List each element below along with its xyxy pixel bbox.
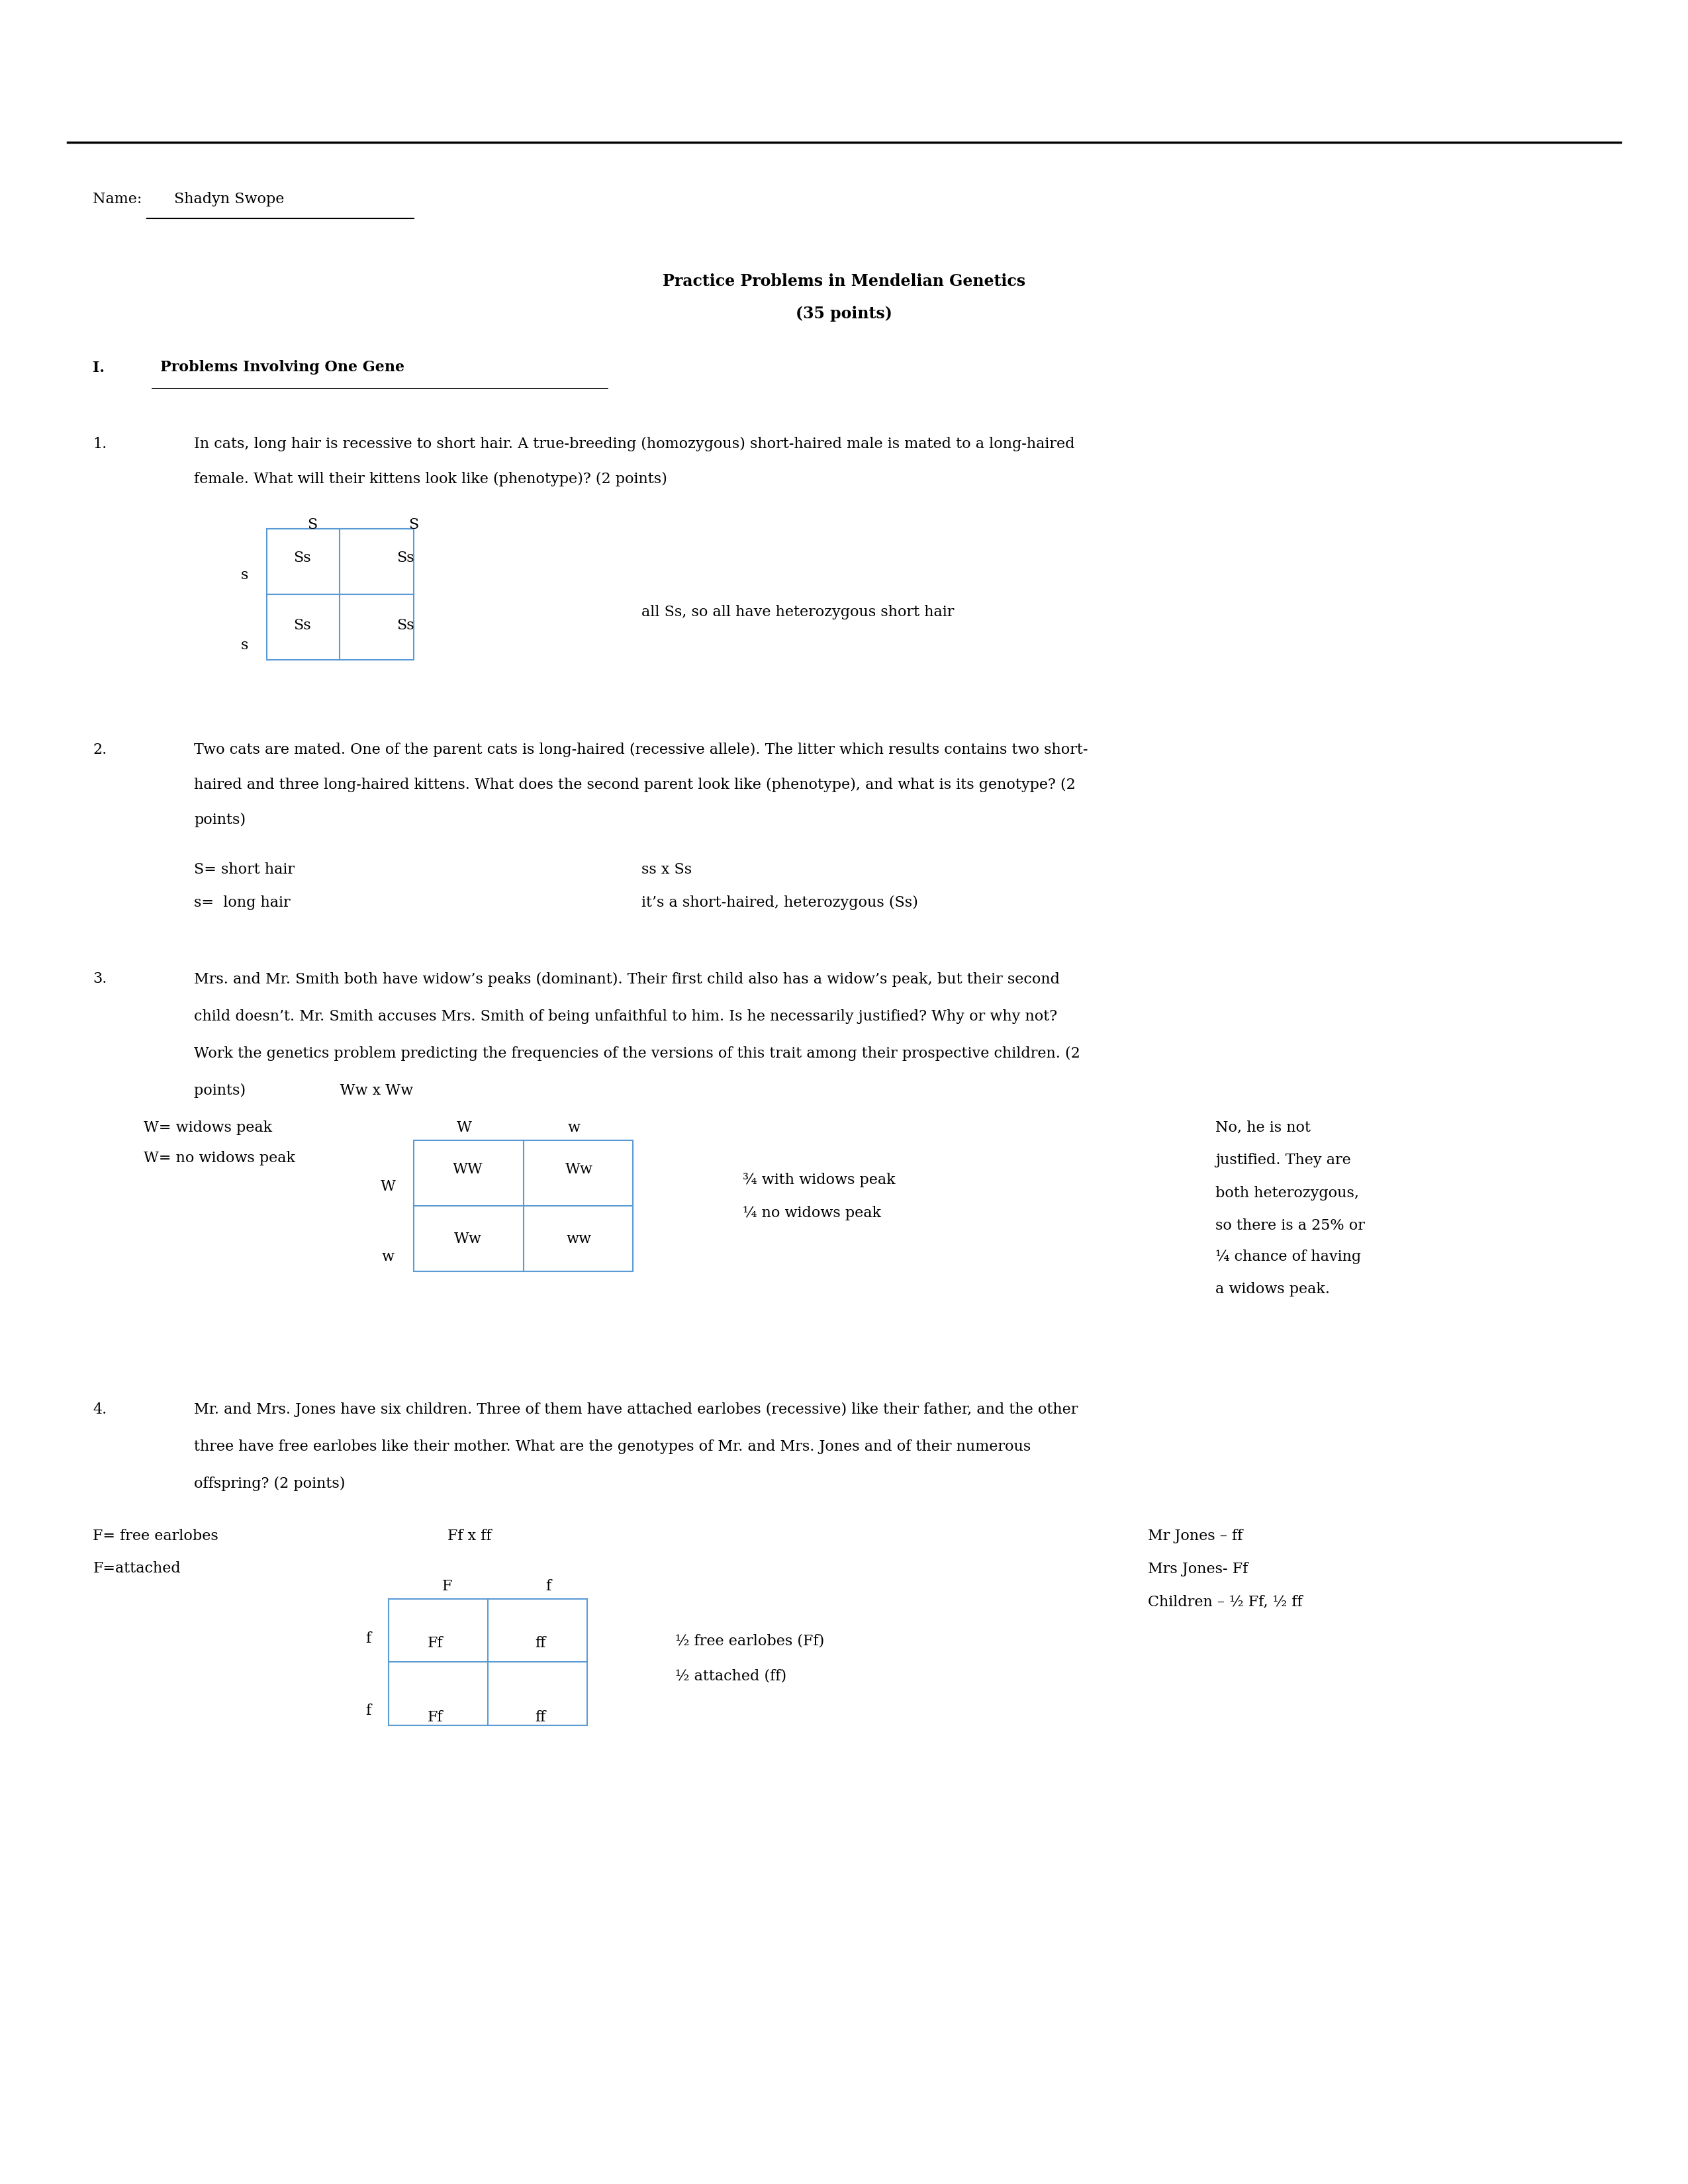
- Text: s: s: [241, 638, 248, 653]
- Text: S: S: [307, 518, 317, 533]
- Text: points)                    Ww x Ww: points) Ww x Ww: [194, 1083, 414, 1099]
- Text: Mr Jones – ff: Mr Jones – ff: [1148, 1529, 1242, 1544]
- Text: both heterozygous,: both heterozygous,: [1215, 1186, 1359, 1201]
- Text: F= free earlobes: F= free earlobes: [93, 1529, 218, 1544]
- Text: Ff: Ff: [427, 1636, 444, 1651]
- Text: F=attached: F=attached: [93, 1562, 181, 1577]
- Text: 4.: 4.: [93, 1402, 106, 1417]
- Text: In cats, long hair is recessive to short hair. A true-breeding (homozygous) shor: In cats, long hair is recessive to short…: [194, 437, 1075, 452]
- Text: Ss: Ss: [397, 618, 414, 633]
- Text: ¼ chance of having: ¼ chance of having: [1215, 1249, 1361, 1265]
- Text: 1.: 1.: [93, 437, 106, 452]
- Text: three have free earlobes like their mother. What are the genotypes of Mr. and Mr: three have free earlobes like their moth…: [194, 1439, 1031, 1455]
- Text: (35 points): (35 points): [795, 306, 893, 321]
- Text: all Ss, so all have heterozygous short hair: all Ss, so all have heterozygous short h…: [641, 605, 954, 620]
- Text: Practice Problems in Mendelian Genetics: Practice Problems in Mendelian Genetics: [663, 273, 1025, 288]
- Text: Mrs. and Mr. Smith both have widow’s peaks (dominant). Their first child also ha: Mrs. and Mr. Smith both have widow’s pea…: [194, 972, 1060, 987]
- Text: f: f: [365, 1704, 371, 1719]
- Text: Problems Involving One Gene: Problems Involving One Gene: [160, 360, 405, 376]
- Text: W: W: [457, 1120, 471, 1136]
- Text: W= no widows peak: W= no widows peak: [143, 1151, 295, 1166]
- Text: S= short hair: S= short hair: [194, 863, 295, 878]
- Text: f: f: [365, 1631, 371, 1647]
- Text: 2.: 2.: [93, 743, 106, 758]
- Bar: [388, 1599, 587, 1725]
- Text: Two cats are mated. One of the parent cats is long-haired (recessive allele). Th: Two cats are mated. One of the parent ca…: [194, 743, 1089, 758]
- Text: Children – ½ Ff, ½ ff: Children – ½ Ff, ½ ff: [1148, 1594, 1303, 1610]
- Text: ½ free earlobes (Ff): ½ free earlobes (Ff): [675, 1634, 824, 1649]
- Text: Mrs Jones- Ff: Mrs Jones- Ff: [1148, 1562, 1247, 1577]
- Text: Ss: Ss: [397, 550, 414, 566]
- Text: Shadyn Swope: Shadyn Swope: [174, 192, 284, 207]
- Text: W= widows peak: W= widows peak: [143, 1120, 272, 1136]
- Text: Work the genetics problem predicting the frequencies of the versions of this tra: Work the genetics problem predicting the…: [194, 1046, 1080, 1061]
- Text: s=  long hair: s= long hair: [194, 895, 290, 911]
- Text: justified. They are: justified. They are: [1215, 1153, 1350, 1168]
- Text: F: F: [442, 1579, 452, 1594]
- Text: offspring? (2 points): offspring? (2 points): [194, 1476, 346, 1492]
- Text: Ww: Ww: [454, 1232, 481, 1247]
- Bar: [267, 529, 414, 660]
- Text: ww: ww: [567, 1232, 591, 1247]
- Text: w: w: [381, 1249, 395, 1265]
- Text: Ff x ff: Ff x ff: [447, 1529, 491, 1544]
- Text: child doesn’t. Mr. Smith accuses Mrs. Smith of being unfaithful to him. Is he ne: child doesn’t. Mr. Smith accuses Mrs. Sm…: [194, 1009, 1057, 1024]
- Text: s: s: [241, 568, 248, 583]
- Text: f: f: [545, 1579, 552, 1594]
- Text: I.: I.: [93, 360, 105, 376]
- Text: ¾ with widows peak: ¾ with widows peak: [743, 1173, 895, 1188]
- Text: W: W: [381, 1179, 395, 1195]
- Text: 3.: 3.: [93, 972, 106, 987]
- Text: female. What will their kittens look like (phenotype)? (2 points): female. What will their kittens look lik…: [194, 472, 667, 487]
- Text: so there is a 25% or: so there is a 25% or: [1215, 1219, 1366, 1234]
- Bar: [414, 1140, 633, 1271]
- Text: Ff: Ff: [427, 1710, 444, 1725]
- Text: WW: WW: [452, 1162, 483, 1177]
- Text: ff: ff: [535, 1710, 545, 1725]
- Text: ¼ no widows peak: ¼ no widows peak: [743, 1206, 881, 1221]
- Text: points): points): [194, 812, 246, 828]
- Text: ss x Ss: ss x Ss: [641, 863, 692, 878]
- Text: Ss: Ss: [294, 550, 311, 566]
- Text: ½ attached (ff): ½ attached (ff): [675, 1669, 787, 1684]
- Text: Ww: Ww: [565, 1162, 592, 1177]
- Text: No, he is not: No, he is not: [1215, 1120, 1310, 1136]
- Text: it’s a short-haired, heterozygous (Ss): it’s a short-haired, heterozygous (Ss): [641, 895, 918, 911]
- Text: ff: ff: [535, 1636, 545, 1651]
- Text: haired and three long-haired kittens. What does the second parent look like (phe: haired and three long-haired kittens. Wh…: [194, 778, 1075, 793]
- Text: Ss: Ss: [294, 618, 311, 633]
- Text: w: w: [567, 1120, 581, 1136]
- Text: a widows peak.: a widows peak.: [1215, 1282, 1330, 1297]
- Text: Mr. and Mrs. Jones have six children. Three of them have attached earlobes (rece: Mr. and Mrs. Jones have six children. Th…: [194, 1402, 1079, 1417]
- Text: Name:: Name:: [93, 192, 147, 207]
- Text: S: S: [408, 518, 419, 533]
